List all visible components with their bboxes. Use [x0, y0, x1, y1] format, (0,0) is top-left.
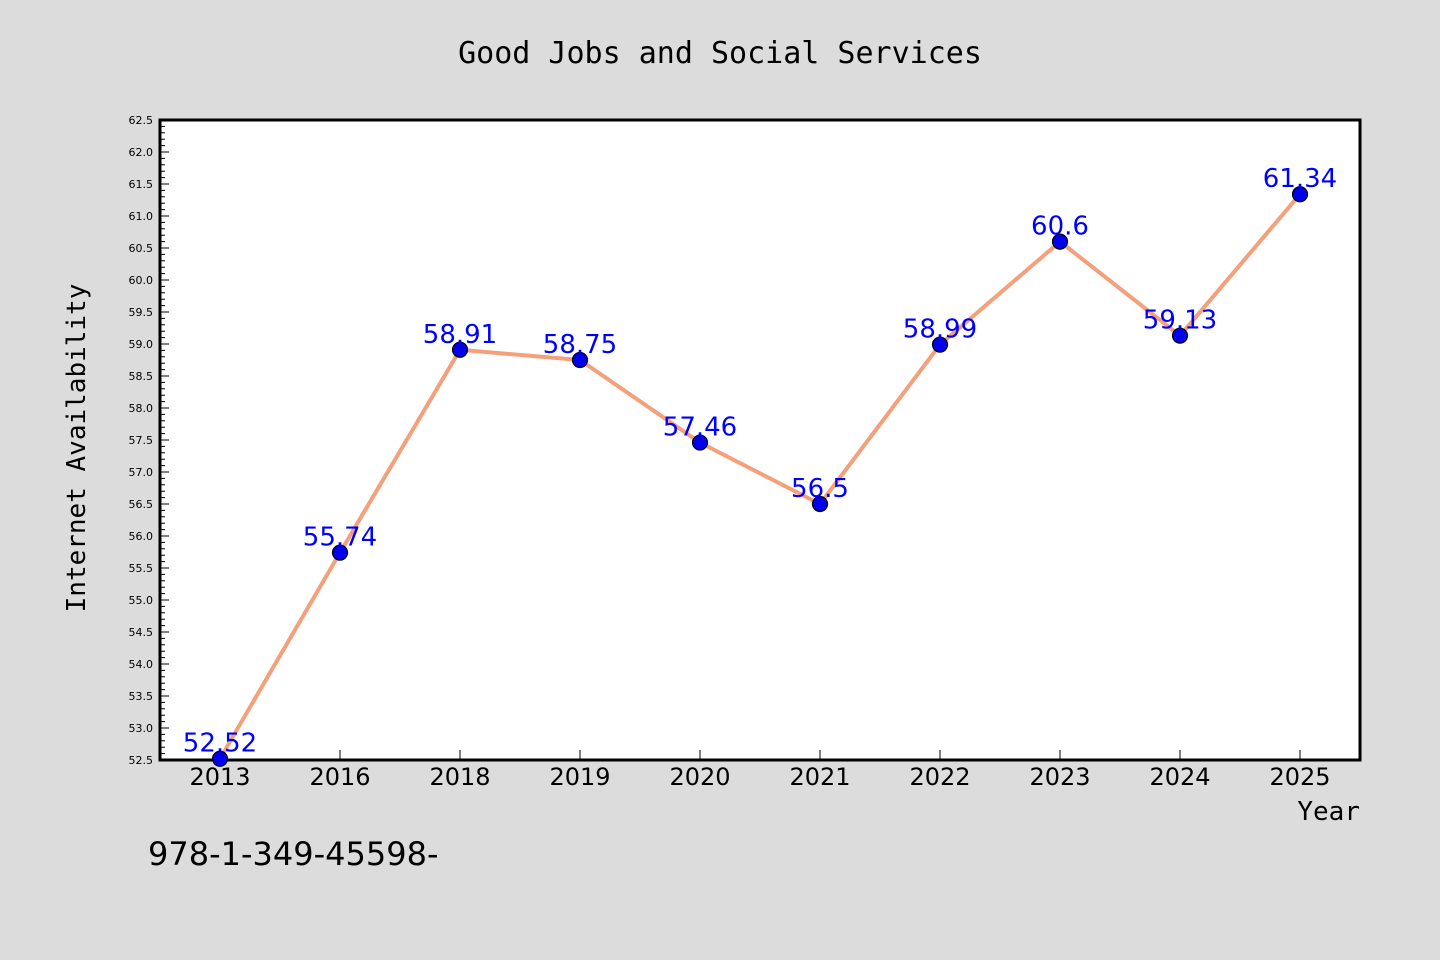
y-tick-label: 56.5: [129, 498, 154, 511]
data-label: 58.91: [423, 320, 497, 350]
y-tick-label: 57.0: [129, 466, 154, 479]
plot-area: [158, 118, 1362, 762]
data-label: 59.13: [1143, 306, 1217, 336]
data-point: [811, 495, 829, 513]
y-tick-label: 59.5: [129, 306, 154, 319]
y-tick-label: 62.0: [129, 146, 154, 159]
data-label: 52.52: [183, 729, 257, 759]
data-point: [571, 351, 589, 369]
data-point: [691, 434, 709, 451]
data-point: [1051, 233, 1069, 250]
x-tick-label: 2023: [1029, 763, 1090, 791]
data-point: [1291, 186, 1309, 203]
x-tick-label: 2022: [909, 763, 970, 791]
data-label: 58.75: [543, 330, 617, 360]
x-tick-label: 2019: [549, 763, 610, 791]
x-tick-label: 2016: [309, 763, 370, 791]
series-line: [218, 192, 1302, 761]
y-tick-label: 52.5: [129, 754, 154, 767]
data-point: [331, 544, 349, 561]
y-tick-label: 58.5: [129, 370, 154, 383]
x-axis-label: Year: [1297, 797, 1360, 827]
y-tick-label: 54.0: [129, 658, 154, 671]
x-axis: 2013 2016 2018 2019 2020 2021 2022 2023 2024 2025: [189, 750, 1331, 791]
x-tick-label: 2025: [1269, 763, 1330, 791]
y-tick-label: 53.0: [129, 722, 154, 735]
y-tick-label: 54.5: [129, 626, 154, 639]
y-axis-label: Internet Availability: [62, 284, 92, 613]
footer-code: 978-1-349-45598-: [148, 835, 439, 873]
data-point: [211, 750, 229, 767]
data-label: 57.46: [663, 413, 737, 443]
x-tick-label: 2024: [1149, 763, 1210, 791]
data-label: 61.34: [1263, 164, 1337, 194]
y-tick-label: 60.5: [129, 242, 154, 255]
y-tick-label: 56.0: [129, 530, 154, 543]
data-point: [1171, 327, 1189, 344]
y-tick-label: 61.5: [129, 178, 154, 191]
y-tick-label: 58.0: [129, 402, 154, 415]
y-tick-label: 55.0: [129, 594, 154, 607]
data-label: 58.99: [903, 315, 977, 345]
data-point: [451, 341, 469, 358]
data-point: [931, 336, 949, 353]
data-label: 55.74: [303, 523, 377, 553]
x-tick-label: 2021: [789, 763, 850, 791]
chart-title: Good Jobs and Social Services: [458, 36, 982, 71]
y-axis: 52.5 53.0 53.5 54.0 54.5 55.0 55.5 56.0 56.5 57.0…: [129, 114, 169, 767]
y-tick-label: 60.0: [129, 274, 154, 287]
y-tick-label: 55.5: [129, 562, 154, 575]
x-tick-label: 2020: [669, 763, 730, 791]
y-tick-label: 59.0: [129, 338, 154, 351]
y-tick-label: 61.0: [129, 210, 154, 223]
data-label: 60.6: [1031, 212, 1089, 242]
y-tick-label: 53.5: [129, 690, 154, 703]
y-tick-label: 62.5: [129, 114, 154, 127]
x-tick-label: 2018: [429, 763, 490, 791]
x-tick-label: 2013: [189, 763, 250, 791]
data-label: 56.5: [791, 474, 849, 504]
data-series: 52.52 55.74 58.91 58.75 57.46 56.5 58.99 60.6 59…: [183, 164, 1337, 767]
y-tick-label: 57.5: [129, 434, 154, 447]
